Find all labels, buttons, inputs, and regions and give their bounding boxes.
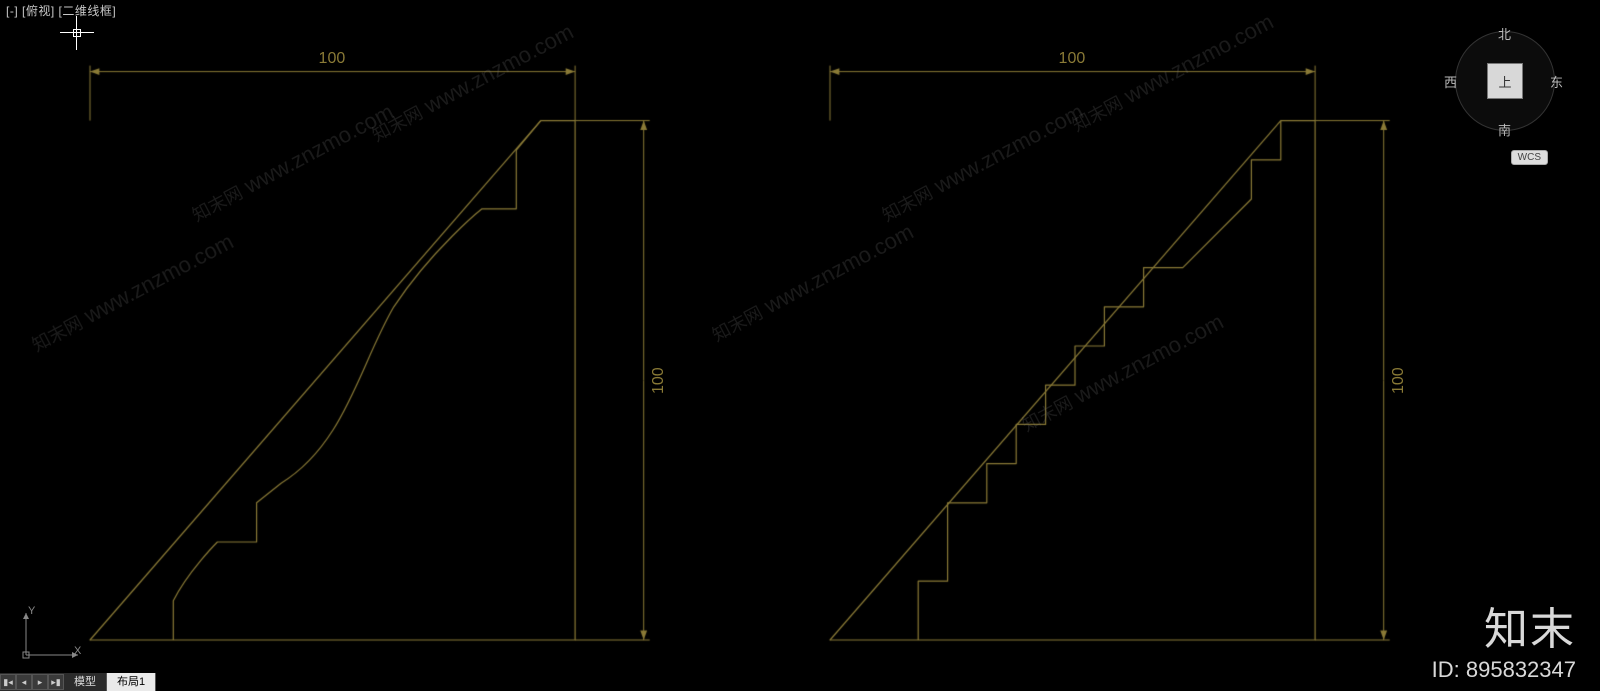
tab-nav-prev-icon[interactable]: ◂	[16, 674, 32, 690]
viewcube-west[interactable]: 西	[1444, 72, 1457, 91]
tab-nav-buttons: ▮◂ ◂ ▸ ▸▮	[0, 674, 64, 690]
ucs-x-label: X	[74, 645, 81, 657]
tab-model[interactable]: 模型	[64, 673, 107, 691]
tab-nav-first-icon[interactable]: ▮◂	[0, 674, 16, 690]
wcs-badge[interactable]: WCS	[1511, 150, 1548, 165]
view-label[interactable]: [-] [俯视] [二维线框]	[6, 2, 116, 19]
viewcube-top-face[interactable]: 上	[1488, 64, 1522, 98]
viewcube-east[interactable]: 东	[1550, 72, 1563, 91]
tab-nav-last-icon[interactable]: ▸▮	[48, 674, 64, 690]
ucs-icon[interactable]: X Y	[18, 609, 88, 663]
drawing-canvas[interactable]	[0, 0, 1600, 691]
ucs-y-label: Y	[28, 605, 35, 617]
tab-layout1[interactable]: 布局1	[107, 673, 156, 691]
viewcube[interactable]: 上 北 南 西 东	[1450, 26, 1560, 136]
tab-nav-next-icon[interactable]: ▸	[32, 674, 48, 690]
viewcube-north[interactable]: 北	[1498, 24, 1511, 43]
viewcube-south[interactable]: 南	[1498, 120, 1511, 139]
layout-tab-bar: ▮◂ ◂ ▸ ▸▮ 模型 布局1	[0, 673, 156, 691]
